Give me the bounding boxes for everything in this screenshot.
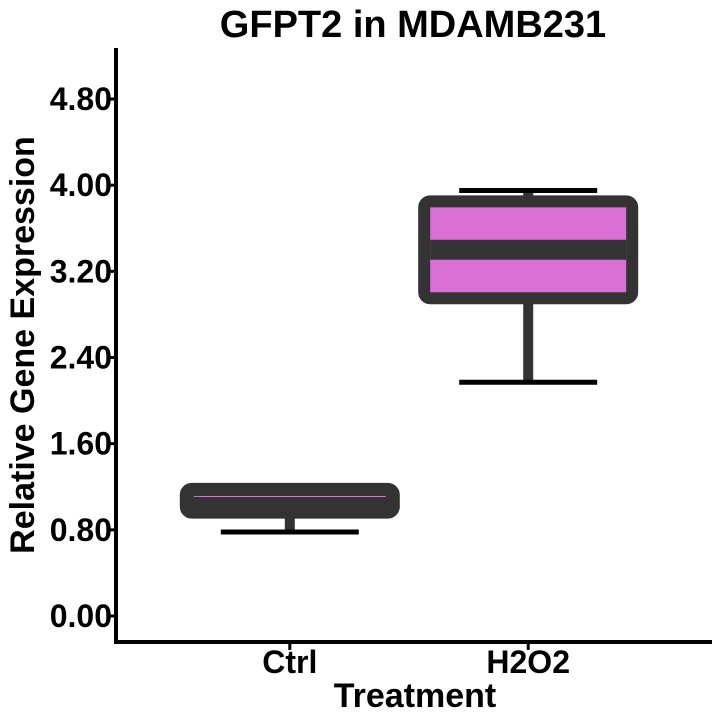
y-axis-title: Relative Gene Expression <box>4 136 42 554</box>
x-tick-label: Ctrl <box>262 644 317 680</box>
x-axis-title: Treatment <box>334 677 497 715</box>
y-tick-label: 0.80 <box>50 512 112 548</box>
y-tick-label: 1.60 <box>50 426 112 462</box>
y-tick-label: 4.80 <box>50 81 112 117</box>
y-tick-label: 2.40 <box>50 340 112 376</box>
y-tick-label: 4.00 <box>50 167 112 203</box>
y-tick-label: 3.20 <box>50 253 112 289</box>
plot-area: 0.00 0.80 1.60 2.40 3.20 4.00 4.80 Ctrl H2O2 <box>50 48 712 680</box>
chart-title: GFPT2 in MDAMB231 <box>220 4 606 46</box>
box-iqr-overlay <box>180 483 399 518</box>
x-tick-label: H2O2 <box>486 644 570 680</box>
y-tick-label: 0.00 <box>50 598 112 634</box>
